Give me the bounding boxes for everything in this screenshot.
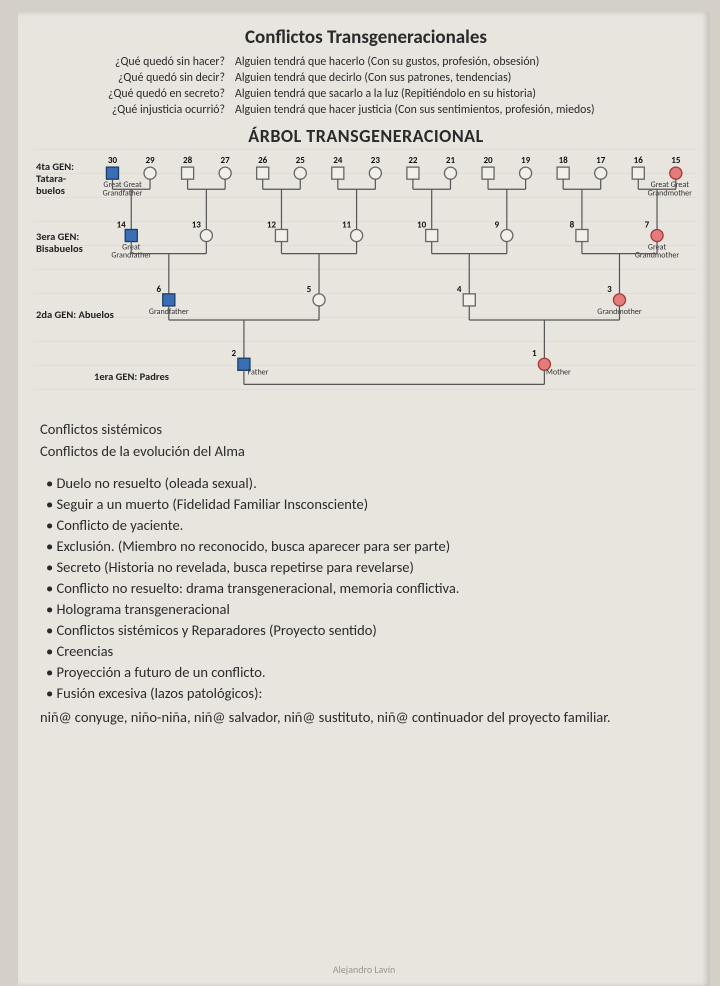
svg-text:19: 19 [521, 155, 531, 166]
qa-a-row: Alguien tendrá que sacarlo a la luz (Rep… [235, 87, 665, 103]
bullet-item: Creencias [46, 641, 692, 661]
svg-text:9: 9 [494, 219, 499, 230]
svg-text:1: 1 [532, 348, 537, 359]
qa-block: ¿Qué quedó sin hacer? ¿Qué quedó sin dec… [40, 55, 692, 119]
svg-text:15: 15 [671, 155, 681, 166]
svg-text:24: 24 [333, 155, 343, 166]
section-line: Conflictos sistémicos [40, 419, 692, 439]
svg-text:10: 10 [417, 219, 427, 230]
bullet-list: Duelo no resuelto (oleada sexual).Seguir… [40, 473, 692, 703]
qa-q-row: ¿Qué quedó en secreto? [67, 87, 225, 103]
bullet-item: Conflictos sistémicos y Reparadores (Pro… [46, 620, 692, 640]
family-tree: 4ta GEN: Tatara- buelos 3era GEN: Bisabu… [34, 149, 698, 409]
svg-text:3: 3 [607, 284, 612, 295]
bullet-item: Holograma transgeneracional [46, 599, 692, 619]
main-title: Conflictos Transgeneracionales [40, 26, 692, 49]
svg-text:16: 16 [634, 155, 644, 166]
svg-text:8: 8 [570, 219, 575, 230]
svg-text:6: 6 [156, 284, 161, 295]
svg-text:26: 26 [258, 155, 268, 166]
svg-text:20: 20 [483, 155, 493, 166]
svg-text:11: 11 [342, 219, 352, 230]
qa-questions: ¿Qué quedó sin hacer? ¿Qué quedó sin dec… [67, 55, 225, 119]
svg-text:28: 28 [183, 155, 193, 166]
svg-text:18: 18 [559, 155, 569, 166]
tree-title: ÁRBOL TRANSGENERACIONAL [40, 125, 692, 147]
bullet-item: Conflicto no resuelto: drama transgenera… [46, 578, 692, 598]
svg-text:27: 27 [221, 155, 231, 166]
svg-text:Mother: Mother [546, 367, 571, 377]
qa-a-row: Alguien tendrá que hacerlo (Con su gusto… [235, 55, 665, 71]
page: Conflictos Transgeneracionales ¿Qué qued… [18, 12, 710, 986]
bullet-item: Secreto (Historia no revelada, busca rep… [46, 557, 692, 577]
svg-text:4: 4 [457, 284, 462, 295]
qa-q-row: ¿Qué quedó sin hacer? [67, 55, 225, 71]
bullet-item: Exclusión. (Miembro no reconocido, busca… [46, 536, 692, 556]
bullet-item: Duelo no resuelto (oleada sexual). [46, 473, 692, 493]
svg-text:Father: Father [248, 367, 269, 377]
qa-a-row: Alguien tendrá que decirlo (Con sus patr… [235, 71, 665, 87]
svg-text:14: 14 [117, 219, 127, 230]
svg-text:17: 17 [596, 155, 606, 166]
tree-svg: 30292827262524232221201918171615Great Gr… [34, 149, 698, 411]
bullet-item: Fusión excesiva (lazos patológicos): [46, 683, 692, 703]
svg-text:12: 12 [267, 219, 277, 230]
svg-text:2: 2 [232, 348, 237, 359]
svg-text:5: 5 [307, 284, 312, 295]
svg-text:7: 7 [645, 219, 650, 230]
svg-text:13: 13 [192, 219, 202, 230]
bullet-item: Proyección a futuro de un conflicto. [46, 662, 692, 682]
svg-text:23: 23 [371, 155, 381, 166]
qa-q-row: ¿Qué injusticia ocurrió? [67, 103, 225, 119]
qa-q-row: ¿Qué quedó sin decir? [67, 71, 225, 87]
svg-text:29: 29 [145, 155, 155, 166]
svg-text:30: 30 [108, 155, 118, 166]
svg-text:25: 25 [296, 155, 306, 166]
bullet-item: Seguir a un muerto (Fidelidad Familiar I… [46, 494, 692, 514]
section-line: Conflictos de la evolución del Alma [40, 441, 692, 461]
footer-author: Alejandro Lavín [18, 963, 710, 976]
bullet-item: Conflicto de yaciente. [46, 515, 692, 535]
body-text: Conflictos sistémicos Conflictos de la e… [40, 419, 692, 727]
svg-text:21: 21 [446, 155, 456, 166]
svg-text:22: 22 [408, 155, 418, 166]
qa-a-row: Alguien tendrá que hacer justicia (Con s… [235, 103, 665, 119]
qa-answers: Alguien tendrá que hacerlo (Con su gusto… [235, 55, 665, 119]
trailing-text: niñ@ conyuge, niño-niña, niñ@ salvador, … [40, 707, 692, 727]
